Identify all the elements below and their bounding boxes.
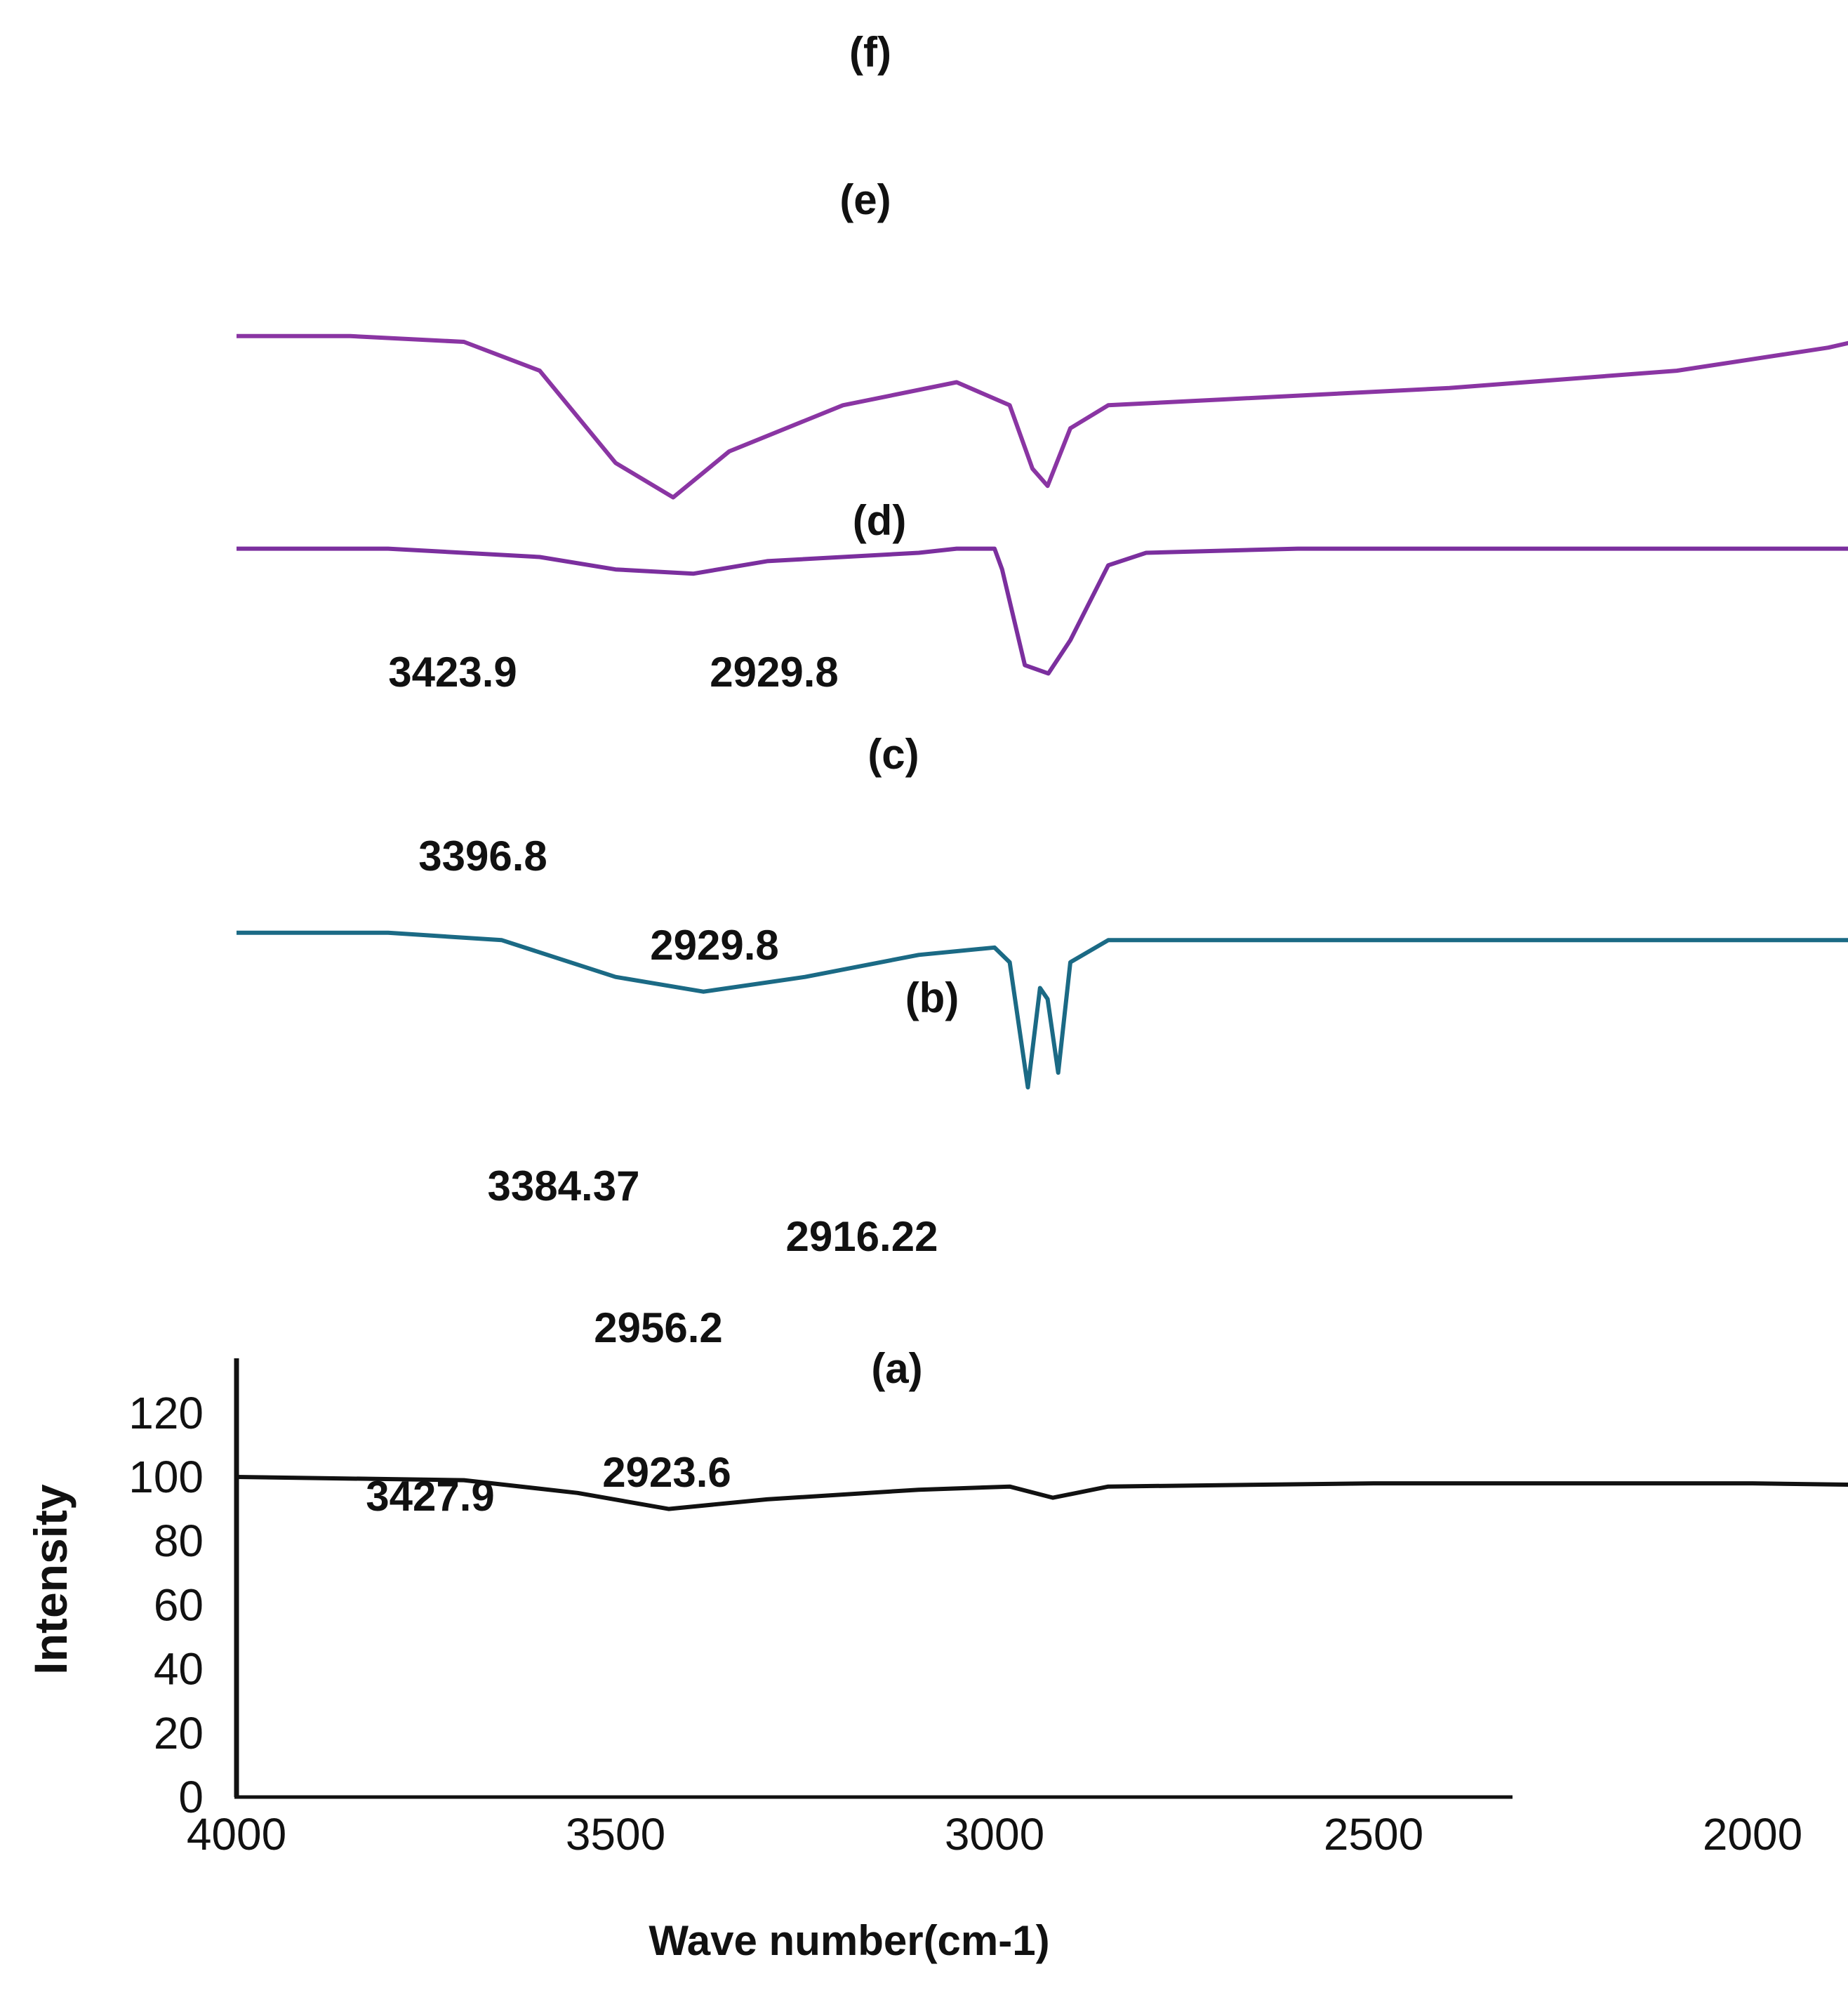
x-tick-label: 4000 [187,1809,286,1860]
peak-label: 2956.2 [594,1304,723,1351]
series-e-label: (e) [839,176,891,223]
peak-label: 2916.22 [786,1213,938,1260]
y-tick-label: 60 [154,1579,204,1630]
series-a-label: (a) [871,1345,922,1392]
peak-label: 3427.9 [366,1473,495,1520]
series-b-label: (b) [905,974,959,1021]
y-axis-title: Intensity [25,1484,77,1675]
peak-label: 3423.9 [388,649,517,696]
x-axis-title: Wave number(cm-1) [649,1917,1049,1964]
peak-label: 3396.8 [418,833,547,880]
series-c-label: (c) [868,731,919,778]
y-tick-labels: 0 20 40 60 80 100 120 [128,1388,204,1822]
y-tick-label: 80 [154,1516,204,1566]
x-tick-label: 3500 [566,1809,665,1860]
series-lines [236,333,1848,1511]
y-tick-label: 40 [154,1644,204,1695]
x-tick-label: 2000 [1703,1809,1802,1860]
series-f-label: (f) [849,29,891,76]
y-tick-label: 0 [178,1772,204,1822]
peak-label: 2929.8 [710,649,839,696]
series-b-line [237,930,1848,1089]
y-tick-label: 20 [154,1708,204,1758]
series-d-label: (d) [853,497,907,544]
series-c-line [237,546,1848,676]
series-d-line [237,333,1848,500]
y-tick-label: 120 [128,1388,204,1438]
x-tick-label: 2500 [1324,1809,1423,1860]
series-a-line [236,1475,1848,1511]
y-tick-label: 100 [128,1452,204,1502]
peak-label: 2929.8 [650,922,779,969]
x-tick-label: 3000 [945,1809,1044,1860]
peak-label: 3384.37 [488,1162,640,1209]
x-tick-labels: 4000350030002500200015001000 [187,1809,1802,1860]
peak-label: 2923.6 [602,1449,731,1496]
